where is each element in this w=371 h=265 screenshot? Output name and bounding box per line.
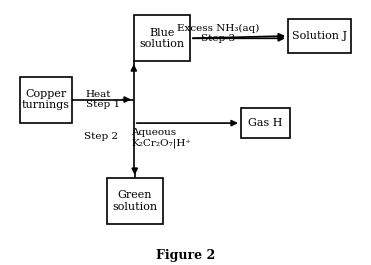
Text: Gas H: Gas H: [248, 118, 283, 128]
Text: Solution J: Solution J: [292, 31, 347, 41]
Text: Heat
Step 1: Heat Step 1: [86, 90, 120, 109]
Text: Green
solution: Green solution: [112, 190, 157, 212]
Text: Copper
turnings: Copper turnings: [22, 89, 70, 110]
Bar: [106, 178, 163, 224]
Text: Step 3: Step 3: [201, 34, 235, 43]
Bar: [241, 108, 290, 138]
Text: Figure 2: Figure 2: [156, 249, 215, 262]
Text: Excess NH₃(aq): Excess NH₃(aq): [177, 24, 259, 33]
Text: Blue
solution: Blue solution: [139, 28, 184, 49]
Bar: [288, 19, 351, 53]
Text: Aqueous
K₂Cr₂O₇|H⁺: Aqueous K₂Cr₂O₇|H⁺: [131, 129, 191, 148]
Bar: [134, 15, 190, 61]
Bar: [20, 77, 72, 122]
Text: Step 2: Step 2: [84, 131, 118, 140]
